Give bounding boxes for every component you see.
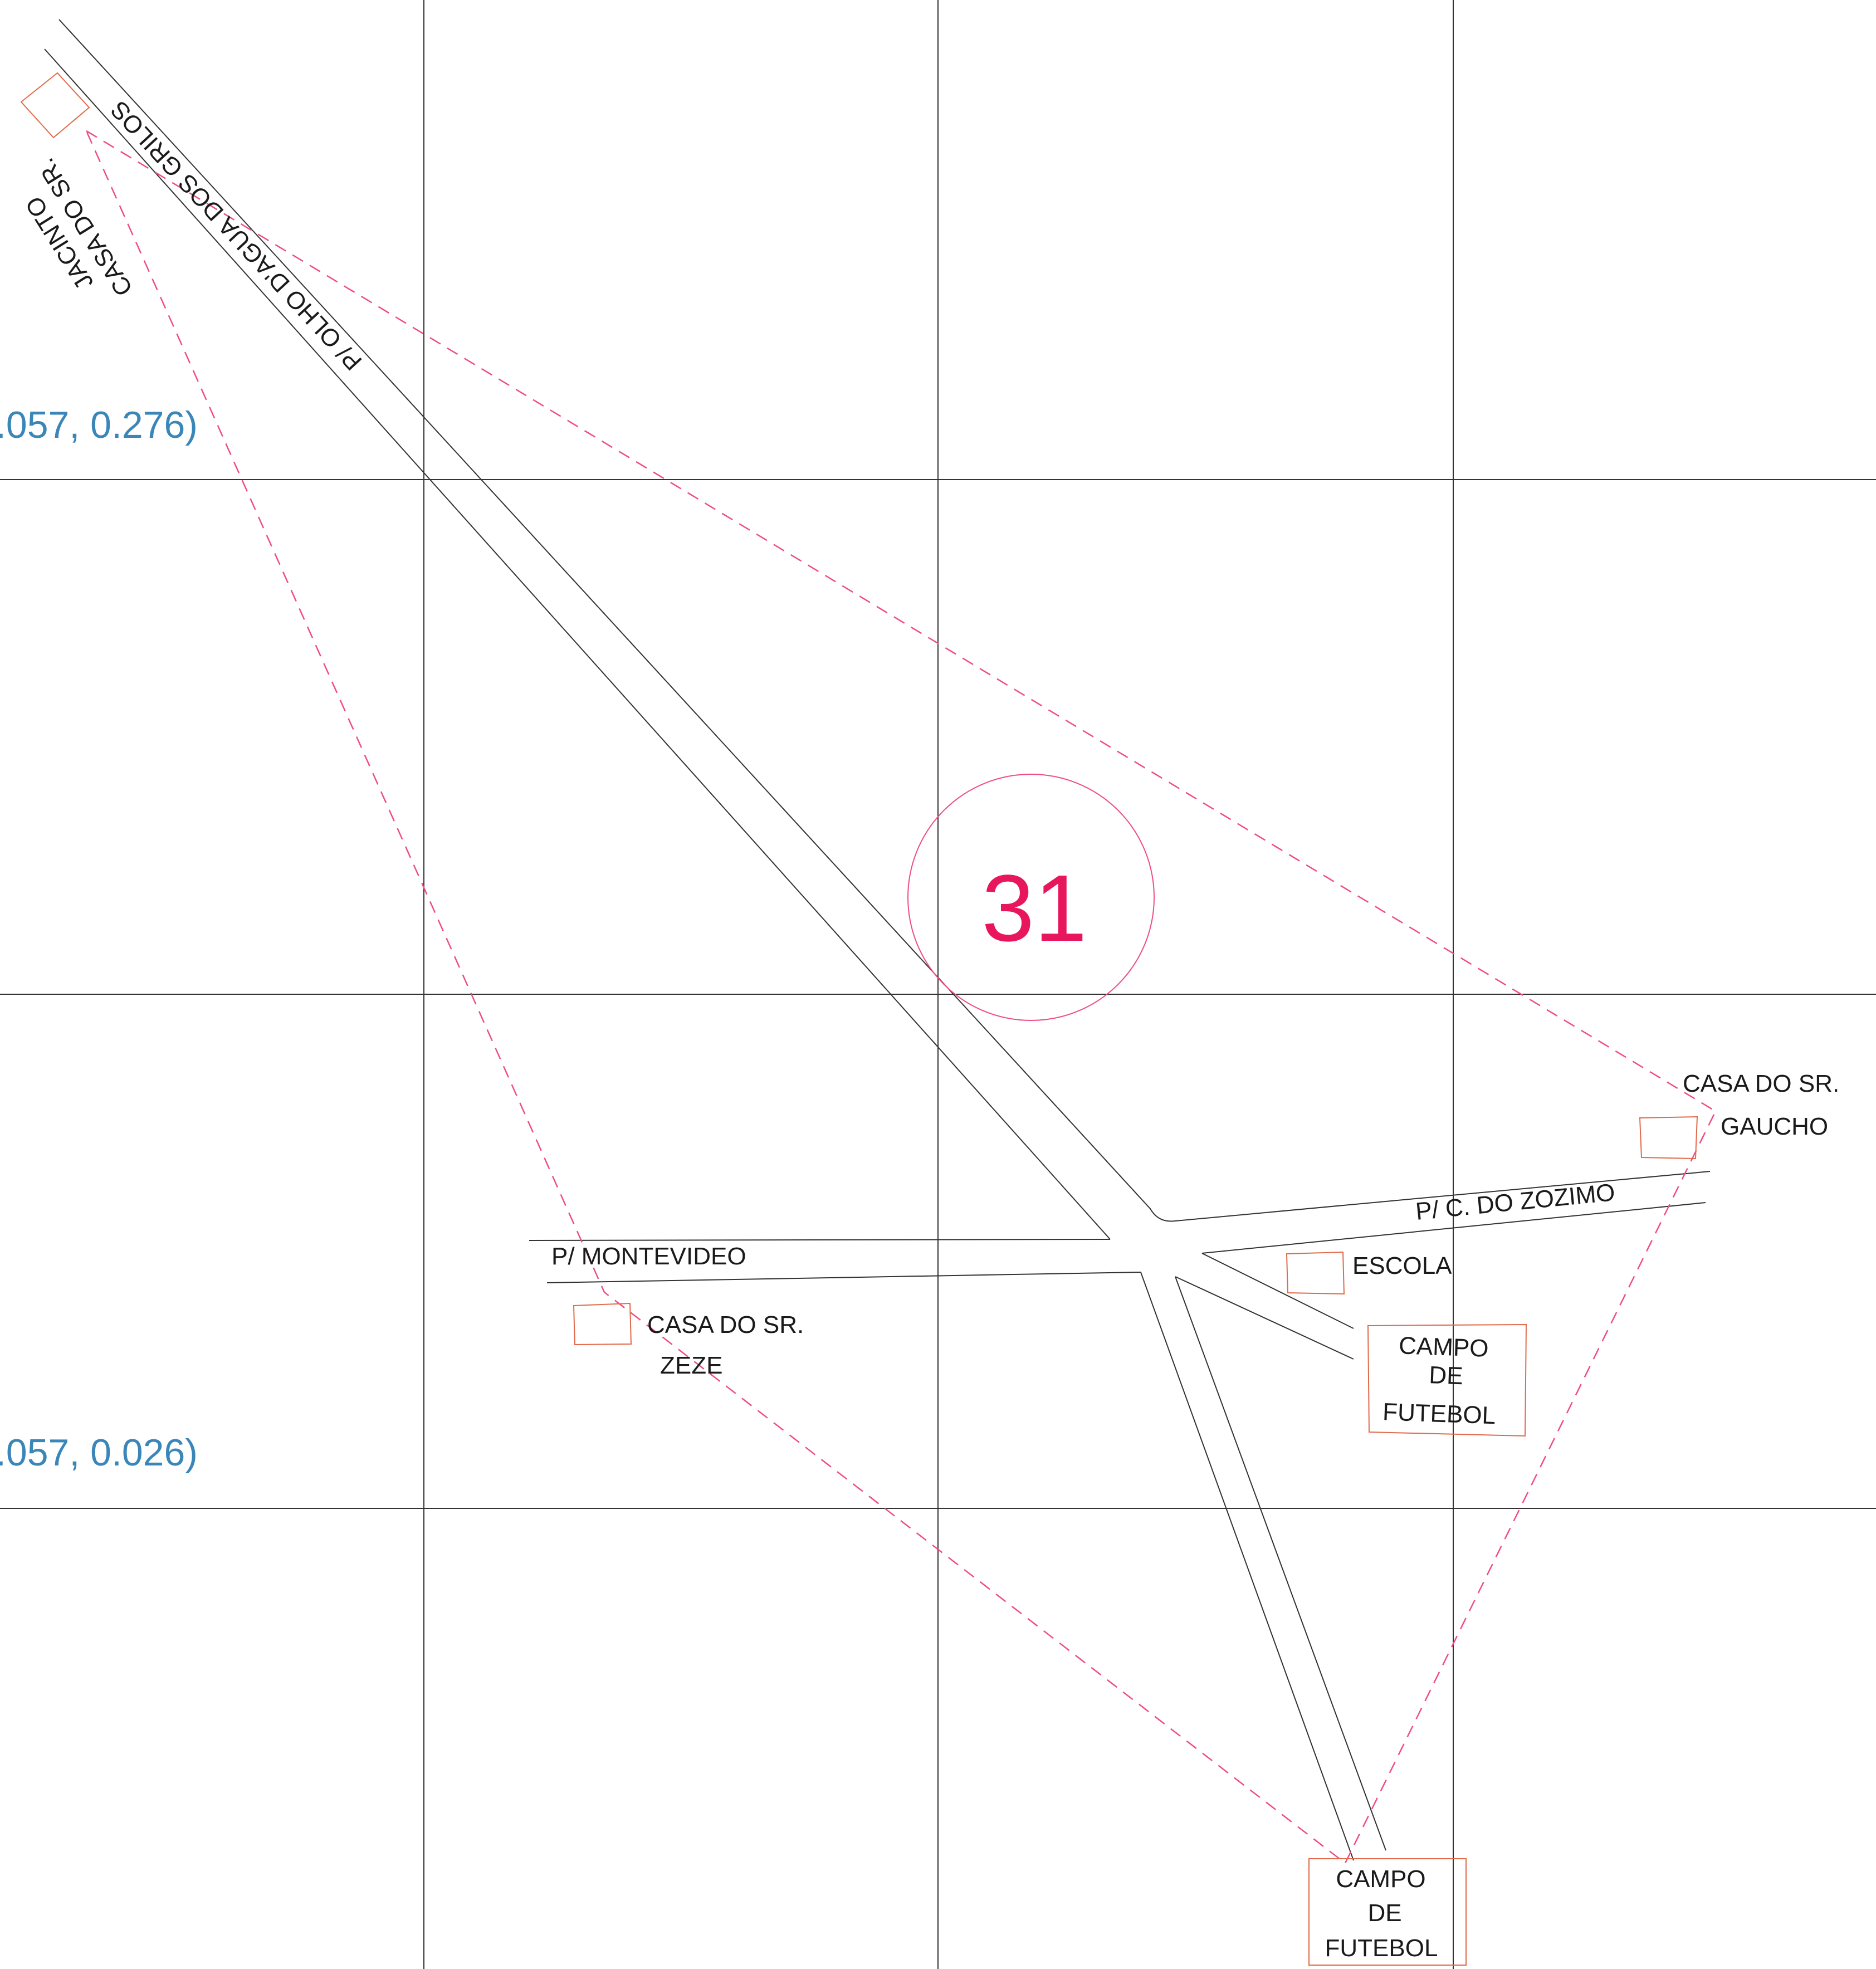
coordinate-label-upper: .057, 0.276) — [0, 404, 198, 446]
road-montevideo-lower-edge — [546, 1271, 1354, 1861]
label-escola: ESCOLA — [1352, 1252, 1452, 1279]
road-label-montevideo: P/ MONTEVIDEO — [551, 1243, 746, 1270]
roads — [44, 19, 1711, 1861]
label-campo-middle-line1: CAMPO — [1398, 1332, 1489, 1362]
label-zeze-line2: ZEZE — [660, 1352, 722, 1379]
house-gaucho — [1639, 1116, 1698, 1160]
buildings — [20, 72, 1698, 1966]
coordinate-label-lower: .057, 0.026) — [0, 1431, 198, 1474]
road-campo-branch-lower — [1175, 1276, 1354, 1360]
label-zeze-line1: CASA DO SR. — [647, 1311, 804, 1338]
label-gaucho-line2: GAUCHO — [1721, 1113, 1828, 1140]
label-campo-middle-line2: DE — [1429, 1361, 1464, 1390]
label-campo-middle-line3: FUTEBOL — [1382, 1398, 1496, 1429]
label-campo-bottom-line3: FUTEBOL — [1325, 1934, 1438, 1962]
label-campo-bottom-line2: DE — [1367, 1899, 1401, 1927]
label-gaucho-line1: CASA DO SR. — [1683, 1070, 1839, 1097]
road-label-olho-dagua: P/ OLHO D'AGUA DOS GRILOS — [105, 96, 367, 375]
house-jacinto — [20, 72, 90, 139]
zone-number: 31 — [981, 856, 1087, 961]
road-zozimo-lower-edge — [1201, 1202, 1706, 1254]
school-building — [1286, 1251, 1345, 1295]
soccer-field-bottom — [1308, 1858, 1467, 1966]
soccer-field-middle — [1367, 1323, 1527, 1437]
road-south-right-edge — [1175, 1276, 1386, 1851]
road-olho-dagua-upper-edge — [58, 19, 1711, 1222]
sector-boundary — [85, 129, 1717, 1864]
road-label-zozimo: P/ C. DO ZOZIMO — [1414, 1179, 1616, 1225]
house-zeze — [573, 1302, 632, 1346]
label-campo-bottom-line1: CAMPO — [1336, 1865, 1425, 1893]
road-montevideo-upper-edge — [529, 1239, 1111, 1241]
zone-circle — [907, 774, 1155, 1021]
road-campo-branch-upper — [1201, 1253, 1354, 1329]
road-olho-dagua-lower-edge — [44, 48, 1111, 1240]
